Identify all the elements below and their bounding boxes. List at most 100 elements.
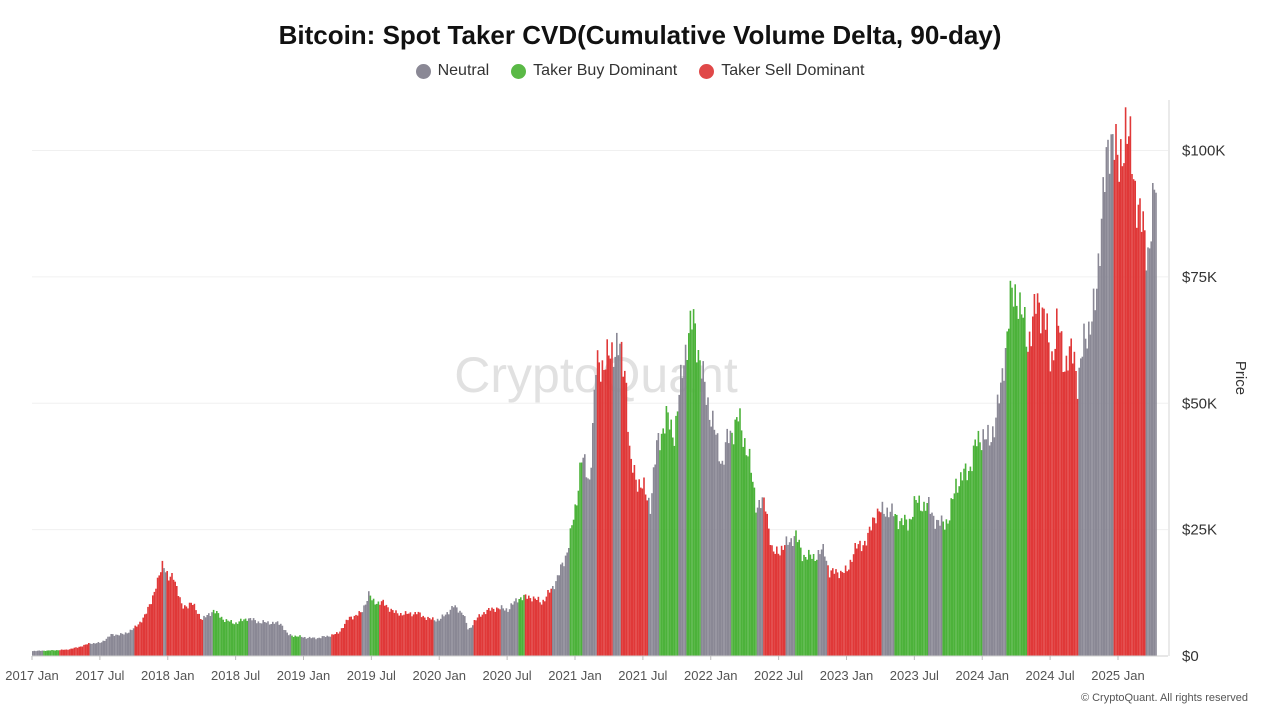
- price-bar-sell: [473, 620, 476, 656]
- price-bar-neutral: [790, 538, 792, 656]
- price-bar-sell: [1038, 302, 1040, 656]
- price-bar-buy: [798, 539, 800, 656]
- price-bar-buy: [699, 360, 701, 656]
- price-bar-buy: [745, 455, 748, 656]
- price-bar-neutral: [929, 513, 932, 656]
- x-tick-label: 2019 Jul: [347, 668, 396, 683]
- price-bar-neutral: [99, 643, 101, 656]
- price-bar-neutral: [276, 621, 279, 656]
- price-bar-buy: [734, 419, 736, 656]
- price-bar-buy: [228, 621, 231, 656]
- price-bar-sell: [848, 569, 850, 656]
- price-bar-sell: [872, 517, 874, 656]
- price-bar-sell: [72, 648, 74, 656]
- price-bar-sell: [537, 596, 540, 656]
- price-bar-neutral: [260, 623, 263, 656]
- price-bar-neutral: [1147, 247, 1149, 656]
- price-bar-neutral: [209, 616, 212, 656]
- price-bar-buy: [809, 554, 812, 656]
- price-bar-sell: [1048, 342, 1050, 656]
- price-bar-buy: [910, 519, 912, 656]
- price-bar-buy: [224, 622, 226, 656]
- price-bar-sell: [540, 604, 543, 656]
- price-bar-neutral: [451, 606, 453, 656]
- price-bar-sell: [80, 646, 82, 656]
- price-bar-sell: [169, 576, 172, 656]
- price-bar-neutral: [464, 616, 466, 656]
- price-bar-neutral: [272, 621, 274, 656]
- price-bar-neutral: [326, 635, 328, 656]
- price-bar-neutral: [515, 598, 517, 656]
- price-bar-buy: [923, 501, 925, 656]
- price-bar-buy: [897, 529, 900, 656]
- price-bar-buy: [672, 437, 674, 656]
- price-bar-buy: [577, 490, 580, 656]
- price-bar-sell: [1132, 179, 1135, 656]
- price-bar-sell: [768, 528, 770, 656]
- price-bar-sell: [64, 649, 66, 656]
- price-bar-buy: [795, 530, 797, 656]
- price-bar-sell: [1028, 331, 1031, 656]
- legend-item-sell[interactable]: Taker Sell Dominant: [699, 62, 864, 80]
- price-bar-buy: [660, 433, 663, 656]
- price-bar-neutral: [1152, 183, 1154, 656]
- legend-item-neutral[interactable]: Neutral: [415, 62, 489, 80]
- price-bar-sell: [534, 598, 536, 656]
- price-bar-sell: [841, 572, 844, 656]
- price-bar-sell: [497, 608, 500, 656]
- price-bar-neutral: [131, 630, 133, 656]
- price-bar-neutral: [305, 638, 308, 656]
- price-bar-neutral: [704, 381, 706, 656]
- price-bar-sell: [345, 619, 348, 656]
- price-bar-sell: [355, 614, 357, 656]
- price-bar-sell: [1046, 313, 1048, 656]
- price-bar-sell: [358, 611, 360, 656]
- price-bar-sell: [145, 613, 148, 656]
- price-bar-sell: [484, 614, 487, 656]
- price-bar-sell: [81, 646, 84, 656]
- price-bar-sell: [531, 601, 533, 656]
- price-bar-sell: [196, 613, 199, 656]
- price-bar-buy: [686, 360, 688, 656]
- price-bar-neutral: [684, 344, 687, 656]
- price-bar-sell: [480, 616, 482, 656]
- price-bar-neutral: [932, 515, 935, 656]
- price-bar-sell: [393, 612, 396, 656]
- price-bar-neutral: [1086, 348, 1088, 656]
- price-bar-buy: [691, 329, 693, 656]
- price-bar-sell: [188, 602, 191, 656]
- price-bar-sell: [180, 603, 183, 656]
- price-bar-neutral: [435, 621, 437, 656]
- price-bar-neutral: [593, 389, 596, 656]
- price-bar-neutral: [1084, 338, 1087, 656]
- price-bar-neutral: [507, 611, 509, 656]
- price-bar-sell: [857, 544, 860, 656]
- price-bar-sell: [532, 596, 535, 656]
- price-bar-buy: [740, 430, 743, 656]
- price-bar-neutral: [268, 624, 271, 656]
- price-bar-sell: [139, 621, 141, 656]
- price-bar-neutral: [560, 564, 562, 656]
- price-bar-buy: [912, 516, 914, 656]
- price-bar-sell: [176, 586, 178, 656]
- price-bar-buy: [752, 481, 754, 656]
- price-bar-neutral: [651, 493, 653, 656]
- price-bar-buy: [979, 442, 981, 656]
- x-tick-label: 2024 Jul: [1026, 668, 1075, 683]
- price-bar-neutral: [206, 615, 208, 656]
- price-bar-neutral: [251, 620, 253, 656]
- x-tick-label: 2022 Jul: [754, 668, 803, 683]
- price-bar-buy: [667, 412, 669, 656]
- price-bar-buy: [915, 500, 917, 656]
- price-bar-sell: [347, 620, 349, 656]
- legend-item-buy[interactable]: Taker Buy Dominant: [511, 62, 677, 80]
- price-bar-sell: [481, 614, 484, 656]
- price-bar-sell: [486, 609, 488, 656]
- price-bar-buy: [670, 419, 672, 656]
- price-bar-neutral: [454, 605, 456, 656]
- price-bar-sell: [185, 606, 188, 656]
- price-bar-buy: [676, 411, 679, 656]
- price-bar-sell: [868, 526, 871, 656]
- price-bar-buy: [908, 518, 911, 656]
